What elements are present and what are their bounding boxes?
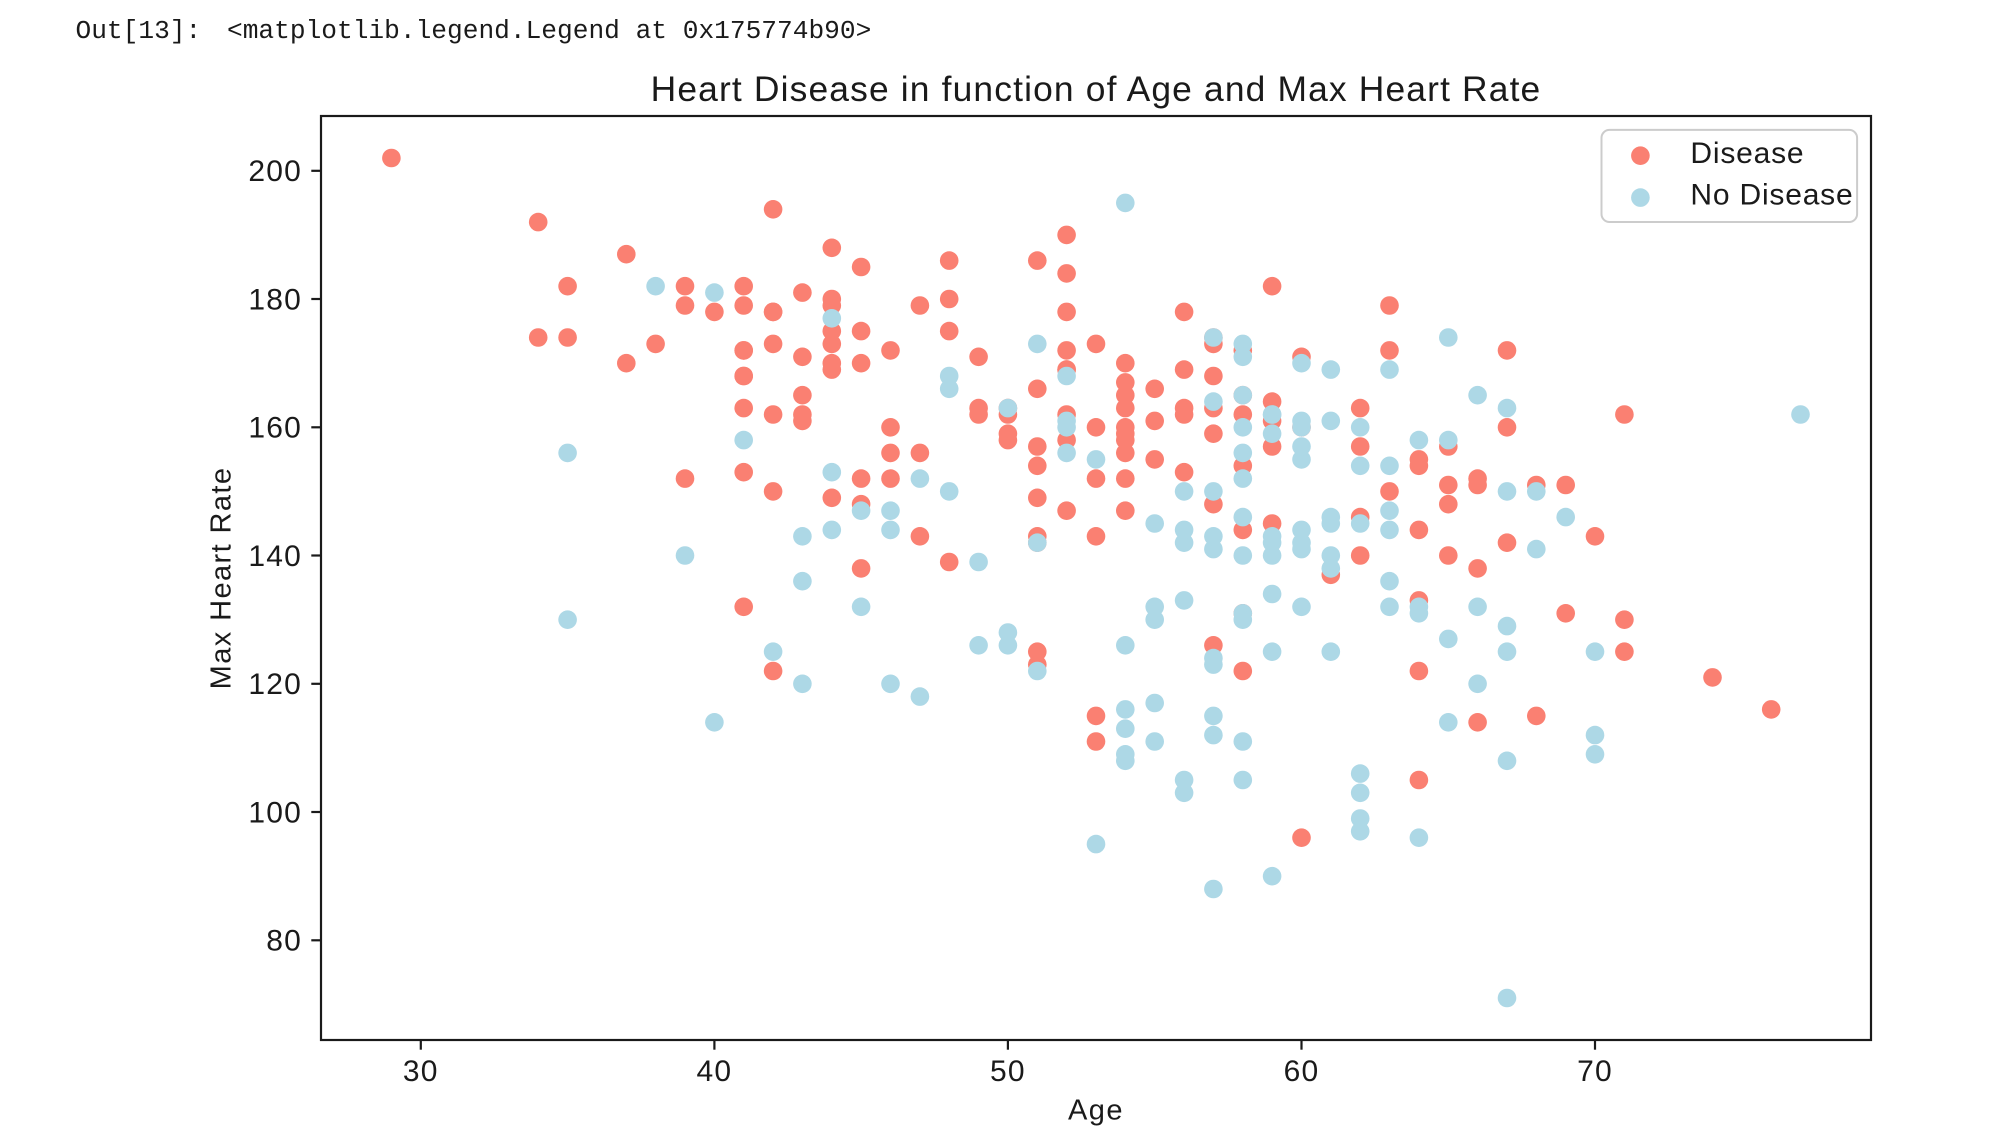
svg-text:Out[13]:: Out[13]: bbox=[76, 16, 202, 46]
svg-text:Max Heart Rate: Max Heart Rate bbox=[206, 467, 238, 690]
svg-text:100: 100 bbox=[248, 796, 302, 829]
svg-text:50: 50 bbox=[990, 1055, 1026, 1088]
svg-text:Heart Disease in function of A: Heart Disease in function of Age and Max… bbox=[651, 69, 1542, 109]
svg-text:70: 70 bbox=[1577, 1055, 1613, 1088]
svg-text:80: 80 bbox=[266, 925, 302, 958]
svg-text:No Disease: No Disease bbox=[1690, 179, 1853, 212]
svg-text:200: 200 bbox=[248, 155, 302, 188]
svg-text:Disease: Disease bbox=[1690, 137, 1804, 170]
svg-text:180: 180 bbox=[248, 283, 302, 316]
svg-text:120: 120 bbox=[248, 668, 302, 701]
svg-text:160: 160 bbox=[248, 412, 302, 445]
svg-text:30: 30 bbox=[403, 1055, 439, 1088]
svg-text:40: 40 bbox=[697, 1055, 733, 1088]
svg-text:<matplotlib.legend.Legend at 0: <matplotlib.legend.Legend at 0x175774b90… bbox=[227, 16, 871, 46]
svg-text:140: 140 bbox=[248, 540, 302, 573]
svg-text:60: 60 bbox=[1284, 1055, 1320, 1088]
svg-text:Age: Age bbox=[1068, 1095, 1124, 1127]
